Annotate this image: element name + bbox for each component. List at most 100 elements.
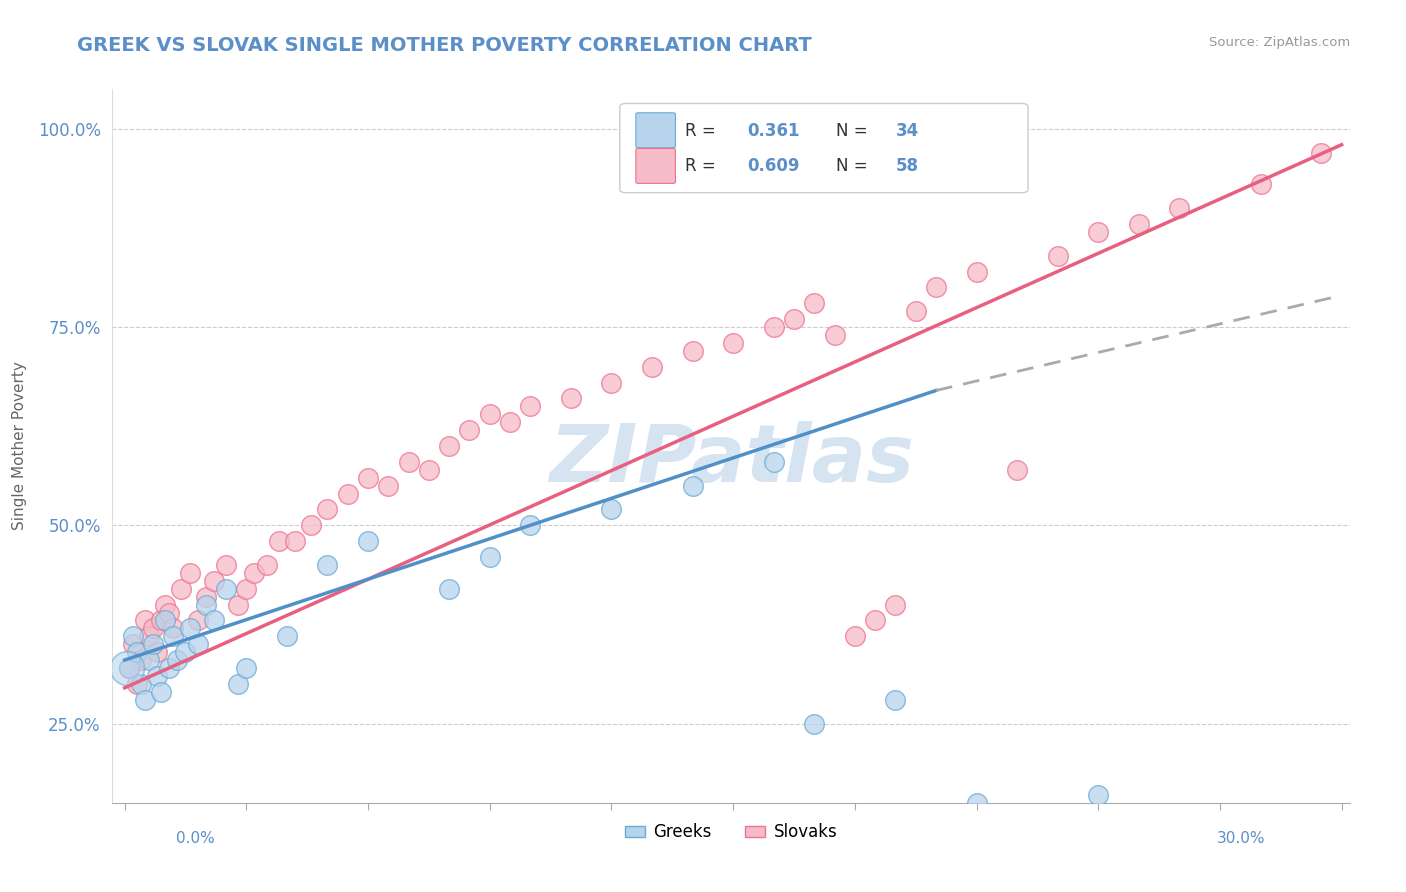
Point: [1087, 788, 1109, 802]
Y-axis label: Single Mother Poverty: Single Mother Poverty: [11, 361, 27, 531]
Point: [146, 645, 169, 659]
Point: [803, 296, 825, 310]
FancyBboxPatch shape: [636, 112, 675, 148]
Point: [155, 614, 177, 628]
Point: [904, 304, 927, 318]
Point: [235, 661, 257, 675]
Point: [1310, 145, 1333, 160]
Text: N =: N =: [837, 121, 873, 139]
Point: [519, 400, 541, 414]
Point: [844, 629, 866, 643]
Point: [226, 598, 249, 612]
Point: [1128, 217, 1150, 231]
Point: [179, 621, 201, 635]
Point: [125, 645, 148, 659]
Point: [1046, 249, 1069, 263]
Point: [138, 653, 160, 667]
Point: [299, 518, 322, 533]
Point: [226, 677, 249, 691]
Text: R =: R =: [685, 157, 721, 175]
Point: [762, 455, 785, 469]
Point: [235, 582, 257, 596]
Point: [1087, 225, 1109, 239]
Point: [803, 716, 825, 731]
Point: [925, 280, 948, 294]
Point: [316, 558, 339, 572]
Point: [115, 661, 138, 675]
Point: [138, 629, 160, 643]
Point: [162, 629, 184, 643]
Point: [121, 629, 143, 643]
Text: 58: 58: [896, 157, 918, 175]
Point: [966, 264, 988, 278]
Point: [155, 598, 177, 612]
Text: R =: R =: [685, 121, 721, 139]
Text: 0.609: 0.609: [747, 157, 800, 175]
Point: [336, 486, 359, 500]
Point: [243, 566, 266, 580]
Point: [157, 606, 180, 620]
Point: [142, 637, 165, 651]
Point: [824, 328, 846, 343]
Point: [437, 582, 460, 596]
Text: Source: ZipAtlas.com: Source: ZipAtlas.com: [1209, 36, 1350, 49]
Point: [118, 661, 141, 675]
Point: [125, 677, 148, 691]
Point: [398, 455, 420, 469]
Point: [202, 614, 225, 628]
Point: [560, 392, 582, 406]
Point: [256, 558, 278, 572]
Point: [134, 614, 156, 628]
Point: [170, 582, 193, 596]
Point: [499, 415, 522, 429]
Point: [884, 692, 907, 706]
Point: [150, 685, 173, 699]
Point: [187, 637, 209, 651]
Point: [129, 653, 152, 667]
Point: [316, 502, 339, 516]
Text: ZIPatlas: ZIPatlas: [548, 421, 914, 500]
Text: 0.0%: 0.0%: [176, 830, 215, 846]
Point: [721, 335, 744, 350]
Point: [118, 661, 141, 675]
Point: [762, 320, 785, 334]
Point: [519, 518, 541, 533]
Point: [478, 549, 501, 564]
Text: 34: 34: [896, 121, 920, 139]
Point: [142, 621, 165, 635]
Legend: Greeks, Slovaks: Greeks, Slovaks: [619, 817, 844, 848]
Point: [146, 669, 169, 683]
Point: [179, 566, 201, 580]
Text: 30.0%: 30.0%: [1218, 830, 1265, 846]
Point: [418, 463, 440, 477]
Point: [202, 574, 225, 588]
Point: [478, 407, 501, 421]
Point: [458, 423, 481, 437]
Point: [174, 645, 197, 659]
Point: [1005, 463, 1028, 477]
Point: [682, 343, 704, 358]
Point: [187, 614, 209, 628]
Point: [357, 534, 380, 549]
FancyBboxPatch shape: [620, 103, 1028, 193]
Point: [783, 312, 806, 326]
Point: [966, 796, 988, 810]
Point: [284, 534, 307, 549]
Point: [276, 629, 298, 643]
Point: [1168, 201, 1191, 215]
Point: [166, 653, 188, 667]
Point: [641, 359, 664, 374]
Point: [682, 478, 704, 492]
Point: [267, 534, 290, 549]
Point: [437, 439, 460, 453]
Text: GREEK VS SLOVAK SINGLE MOTHER POVERTY CORRELATION CHART: GREEK VS SLOVAK SINGLE MOTHER POVERTY CO…: [77, 36, 813, 54]
Point: [162, 621, 184, 635]
Point: [357, 471, 380, 485]
Point: [157, 661, 180, 675]
Point: [134, 692, 156, 706]
Point: [884, 598, 907, 612]
Point: [863, 614, 886, 628]
Point: [215, 582, 238, 596]
Point: [1250, 178, 1272, 192]
Point: [215, 558, 238, 572]
